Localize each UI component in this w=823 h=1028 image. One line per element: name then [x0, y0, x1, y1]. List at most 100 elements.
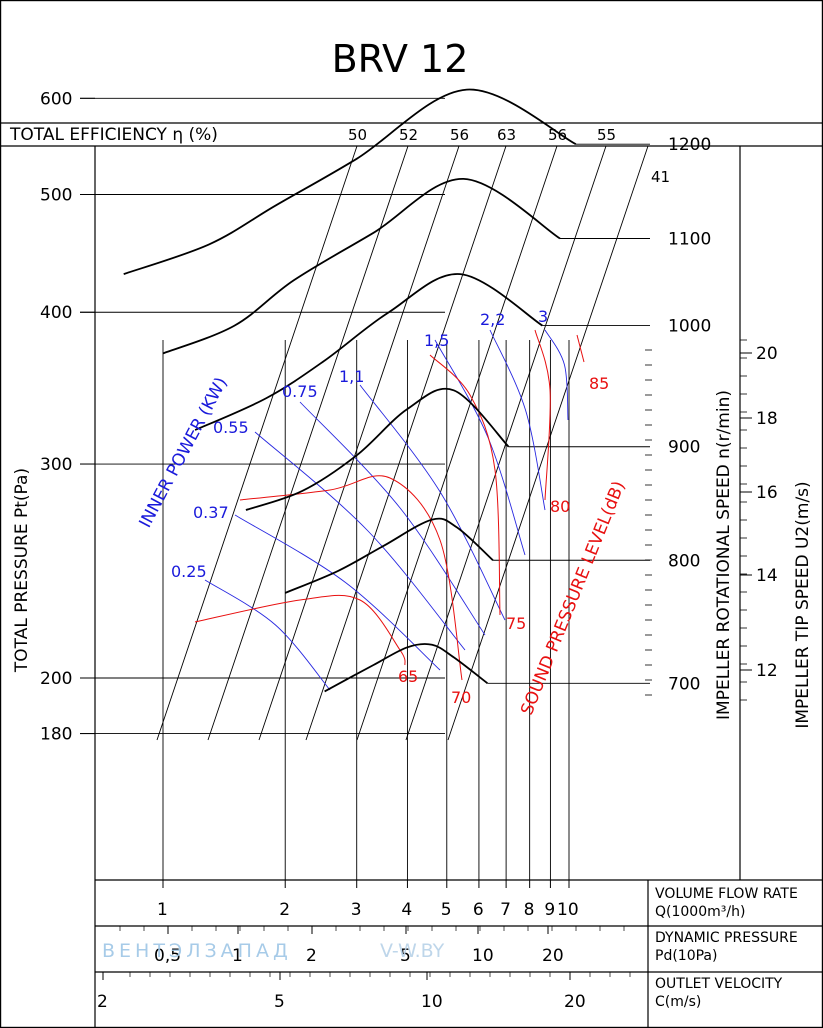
pressure-tick-label: 300 — [40, 455, 72, 475]
power-line — [299, 401, 486, 636]
speed-tick-label: 1200 — [668, 135, 711, 155]
flow-tick-label: 4 — [401, 900, 412, 920]
sound-line — [534, 329, 551, 501]
value-labels: 6005004003002001801200110010009008007002… — [40, 89, 778, 1012]
tip-speed-tick-label: 14 — [756, 566, 778, 586]
power-line — [489, 329, 546, 511]
speed-curve — [194, 273, 543, 431]
sound-line — [429, 354, 501, 616]
outlet-velocity-label: OUTLET VELOCITY — [655, 976, 783, 992]
tip-speed-tick-label: 20 — [756, 344, 778, 364]
flow-tick-label: 10 — [557, 900, 579, 920]
sound-value-label: 70 — [451, 688, 471, 707]
efficiency-label: 52 — [399, 126, 418, 144]
efficiency-label: 56 — [450, 126, 469, 144]
dynamic-pressure-label: DYNAMIC PRESSURE — [655, 930, 798, 946]
pressure-tick-label: 200 — [40, 669, 72, 689]
sound-value-label: 65 — [398, 667, 418, 686]
speed-tick-label: 700 — [668, 674, 700, 694]
flow-tick-label: 1 — [157, 900, 168, 920]
power-value-label: 0.37 — [193, 503, 229, 522]
flow-tick-label: 5 — [441, 900, 452, 920]
efficiency-lines — [156, 145, 649, 741]
velocity-tick-label: 5 — [274, 992, 285, 1012]
tip-speed-axis-label: IMPELLER TIP SPEED U2(m/s) — [793, 481, 813, 728]
velocity-tick-label: 2 — [97, 992, 108, 1012]
efficiency-label: 41 — [651, 168, 670, 186]
power-line — [254, 431, 466, 651]
power-lines — [204, 329, 569, 691]
tip-speed-tick-label: 16 — [756, 483, 778, 503]
outlet-velocity-unit: C(m/s) — [655, 994, 701, 1010]
dyn-tick-label: 10 — [472, 946, 494, 966]
power-line — [234, 514, 441, 671]
power-line — [204, 579, 331, 691]
flow-rate-label: VOLUME FLOW RATE — [655, 886, 798, 902]
speed-curve — [284, 517, 494, 594]
power-line — [359, 384, 506, 621]
power-value-label: 3 — [538, 307, 548, 326]
flow-tick-label: 6 — [473, 900, 484, 920]
efficiency-line — [356, 145, 558, 741]
flow-rate-unit: Q(1000m³/h) — [655, 904, 745, 920]
speed-tick-label: 1000 — [668, 317, 711, 337]
speed-curve — [245, 387, 510, 511]
dyn-tick-label: 2 — [306, 946, 317, 966]
sound-value-label: 80 — [550, 497, 570, 516]
dyn-tick-label: 20 — [542, 946, 564, 966]
flow-tick-label: 8 — [524, 900, 535, 920]
flow-tick-label: 9 — [544, 900, 555, 920]
dyn-tick-label: 1 — [232, 946, 243, 966]
pressure-tick-label: 180 — [40, 725, 72, 745]
power-line — [434, 339, 526, 556]
watermark-logo: ВЕНТЭЛЗАПАД — [102, 940, 292, 962]
speed-curves — [123, 88, 577, 693]
tip-speed-tick-label: 12 — [756, 661, 778, 681]
power-value-label: 1,5 — [424, 331, 449, 350]
sound-level-label: SOUND PRESSURE LEVEL(dB) — [517, 478, 629, 718]
efficiency-label: TOTAL EFFICIENCY η (%) — [9, 125, 218, 145]
pressure-tick-label: 600 — [40, 89, 72, 109]
power-value-label: 0.55 — [213, 418, 249, 437]
pressure-tick-label: 400 — [40, 303, 72, 323]
sound-line — [239, 475, 463, 681]
sound-line — [576, 334, 585, 363]
power-value-label: 1,1 — [339, 367, 364, 386]
tip-speed-tick-label: 18 — [756, 409, 778, 429]
watermark-url: V-W.BY — [380, 940, 445, 962]
velocity-tick-label: 10 — [421, 992, 443, 1012]
efficiency-line — [207, 145, 409, 741]
pressure-tick-label: 500 — [40, 186, 72, 206]
speed-curve — [324, 643, 489, 693]
efficiency-line — [447, 145, 649, 741]
speed-tick-label: 800 — [668, 551, 700, 571]
speed-tick-label: 1100 — [668, 230, 711, 250]
grid-lines — [80, 97, 752, 980]
velocity-tick-label: 20 — [564, 992, 586, 1012]
chart-title: BRV 12 — [332, 37, 469, 81]
sound-line — [194, 594, 406, 666]
speed-curve — [162, 177, 561, 355]
efficiency-label: 56 — [548, 126, 567, 144]
speed-axis-label: IMPELLER ROTATIONAL SPEED n(r/min) — [714, 390, 734, 720]
sound-value-label: 75 — [506, 614, 526, 633]
power-value-label: 0.25 — [171, 562, 207, 581]
flow-tick-label: 2 — [279, 900, 290, 920]
flow-tick-label: 7 — [500, 900, 511, 920]
y-axis-label: TOTAL PRESSURE Pt(Pa) — [12, 468, 32, 673]
efficiency-label: 50 — [348, 126, 367, 144]
power-line — [544, 329, 569, 421]
power-value-label: 0.75 — [282, 382, 318, 401]
dyn-tick-label: 5 — [400, 946, 411, 966]
flow-tick-label: 3 — [351, 900, 362, 920]
efficiency-label: 63 — [497, 126, 516, 144]
dynamic-pressure-unit: Pd(10Pa) — [655, 948, 717, 964]
efficiency-line — [156, 145, 358, 741]
speed-curve — [123, 88, 577, 275]
efficiency-line — [258, 145, 460, 741]
dyn-tick-label: 0,5 — [154, 946, 181, 966]
power-value-label: 2,2 — [480, 310, 505, 329]
sound-lines — [194, 329, 585, 681]
